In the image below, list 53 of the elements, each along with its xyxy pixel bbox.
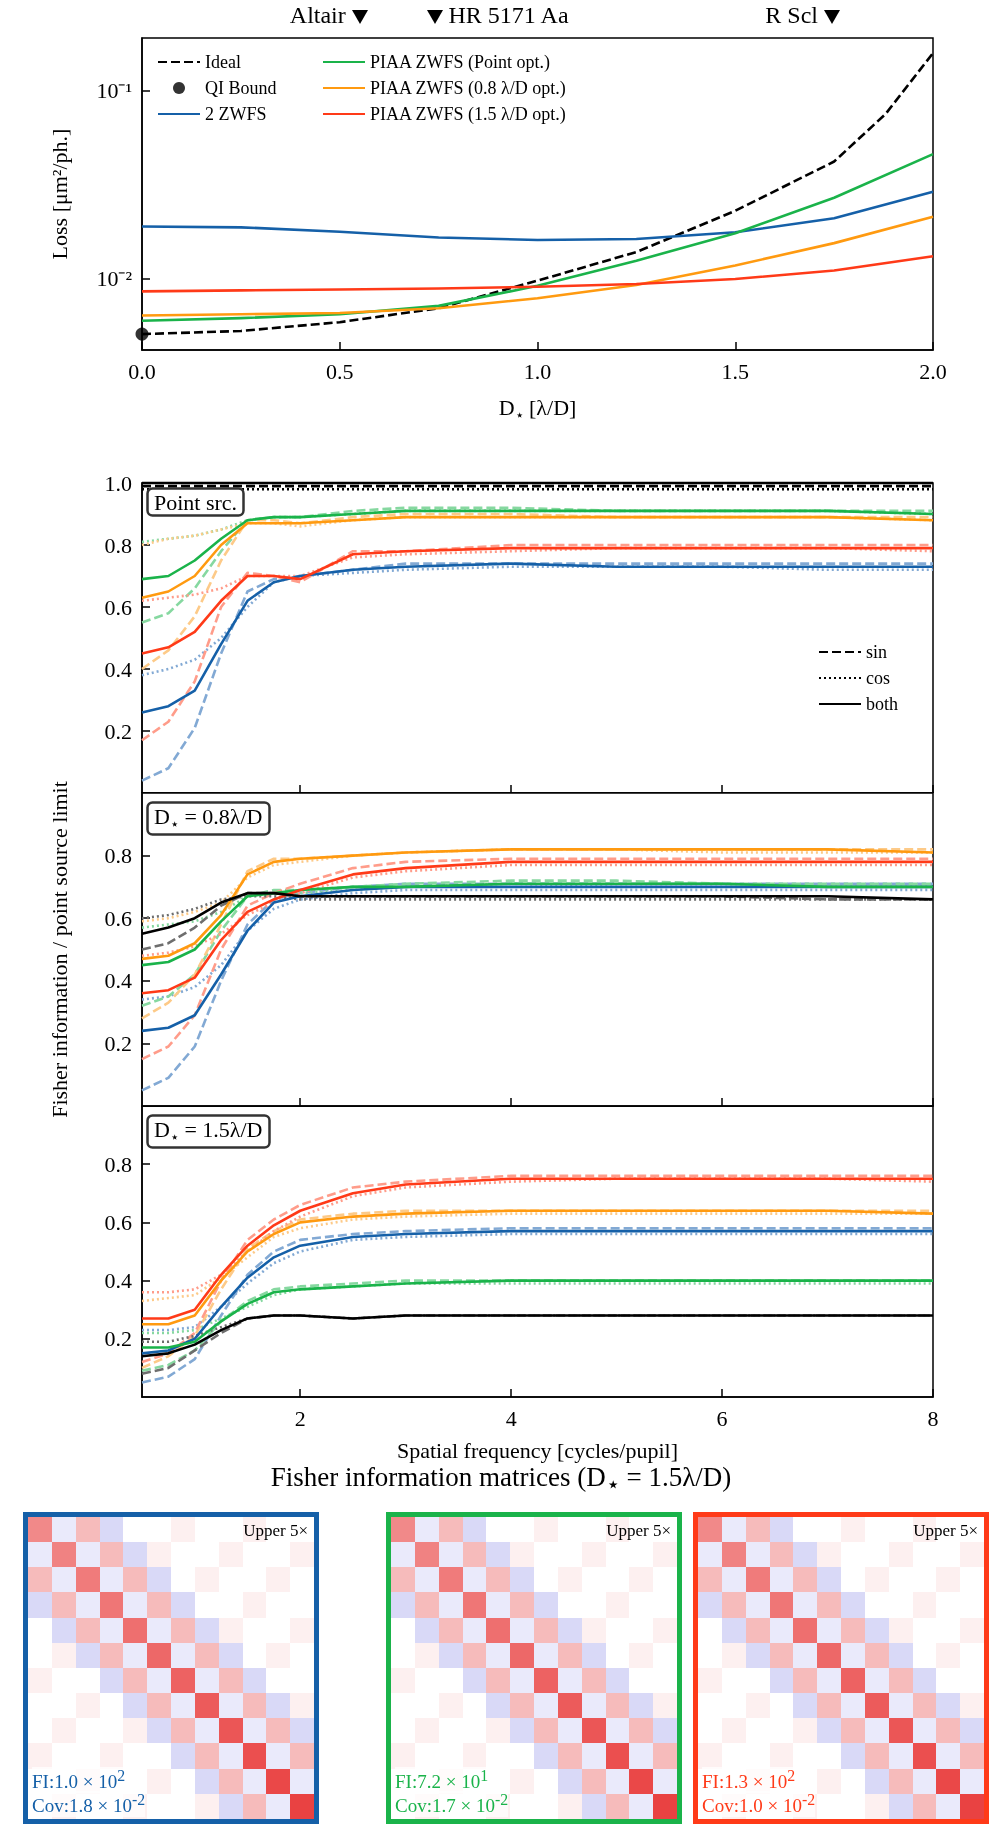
text: Upper 5×	[243, 1521, 308, 1541]
legend-label: QI Bound	[205, 78, 277, 98]
legend-label: Ideal	[205, 52, 241, 72]
x-axis-title: Spatial frequency [cycles/pupil]	[396, 1437, 679, 1463]
text: Altair	[289, 2, 346, 28]
y-tick-label: 10⁻¹	[96, 78, 132, 104]
y-tick-label: 0.8	[104, 843, 132, 869]
y-axis-title: Fisher information / point source limit	[46, 781, 72, 1118]
y-tick-label: 0.2	[104, 1030, 132, 1056]
x-axis-title: D⋆ [λ/D]	[498, 394, 577, 424]
legend-label: cos	[866, 668, 890, 688]
x-tick-label: 4	[505, 1405, 517, 1431]
text: Upper 5×	[913, 1521, 978, 1541]
y-tick-label: 0.4	[104, 1268, 132, 1294]
text: FI:1.3 × 10$^{2}$	[702, 1766, 796, 1793]
text: Upper 5×	[606, 1521, 671, 1541]
legend-label: PIAA ZWFS (0.8 λ/D opt.)	[370, 78, 566, 99]
x-tick-label: 2.0	[919, 358, 947, 384]
text: FI:1.0 × 10$^{2}$	[32, 1766, 126, 1793]
text: D⋆ = 1.5λ/D	[154, 1116, 263, 1146]
x-tick-label: 0.0	[128, 358, 156, 384]
x-tick-label: 8	[927, 1405, 939, 1431]
y-tick-label: 0.6	[104, 1209, 132, 1235]
legend-label: 2 ZWFS	[205, 104, 267, 124]
y-tick-label: 0.8	[104, 1151, 132, 1177]
y-tick-label: 1.0	[104, 470, 132, 496]
chart-title: Point src.	[154, 489, 238, 515]
x-tick-label: 6	[716, 1405, 728, 1431]
text: FI:7.2 × 10$^{1}$	[395, 1766, 489, 1793]
text: Cov:1.7 × 10$^{-2}$	[395, 1790, 509, 1817]
x-tick-label: 1.0	[523, 358, 552, 384]
y-tick-label: 0.6	[104, 594, 132, 620]
text: Cov:1.8 × 10$^{-2}$	[32, 1790, 146, 1817]
y-tick-label: 0.2	[104, 718, 132, 744]
legend-label: PIAA ZWFS (Point opt.)	[370, 52, 551, 73]
text: HR 5171 Aa	[448, 2, 569, 28]
y-tick-label: 10⁻²	[96, 266, 133, 292]
text: Cov:1.0 × 10$^{-2}$	[702, 1790, 816, 1817]
x-tick-label: 1.5	[721, 358, 749, 384]
y-axis-title: Loss [μm²/ph.]	[46, 128, 72, 260]
y-tick-label: 0.2	[104, 1326, 132, 1352]
text: R Scl	[765, 2, 819, 28]
y-tick-label: 0.4	[104, 968, 132, 994]
x-tick-label: 0.5	[326, 358, 354, 384]
legend-label: PIAA ZWFS (1.5 λ/D opt.)	[370, 104, 566, 125]
text: Fisher information matrices (D$_{⋆}$ = 1.5λ/D)	[269, 1462, 733, 1499]
text: D⋆ = 0.8λ/D	[154, 803, 263, 833]
x-tick-label: 2	[294, 1405, 306, 1431]
legend-label: sin	[866, 642, 888, 662]
y-tick-label: 0.4	[104, 656, 132, 682]
y-tick-label: 0.6	[104, 905, 132, 931]
legend-label: both	[866, 694, 899, 714]
y-tick-label: 0.8	[104, 532, 132, 558]
